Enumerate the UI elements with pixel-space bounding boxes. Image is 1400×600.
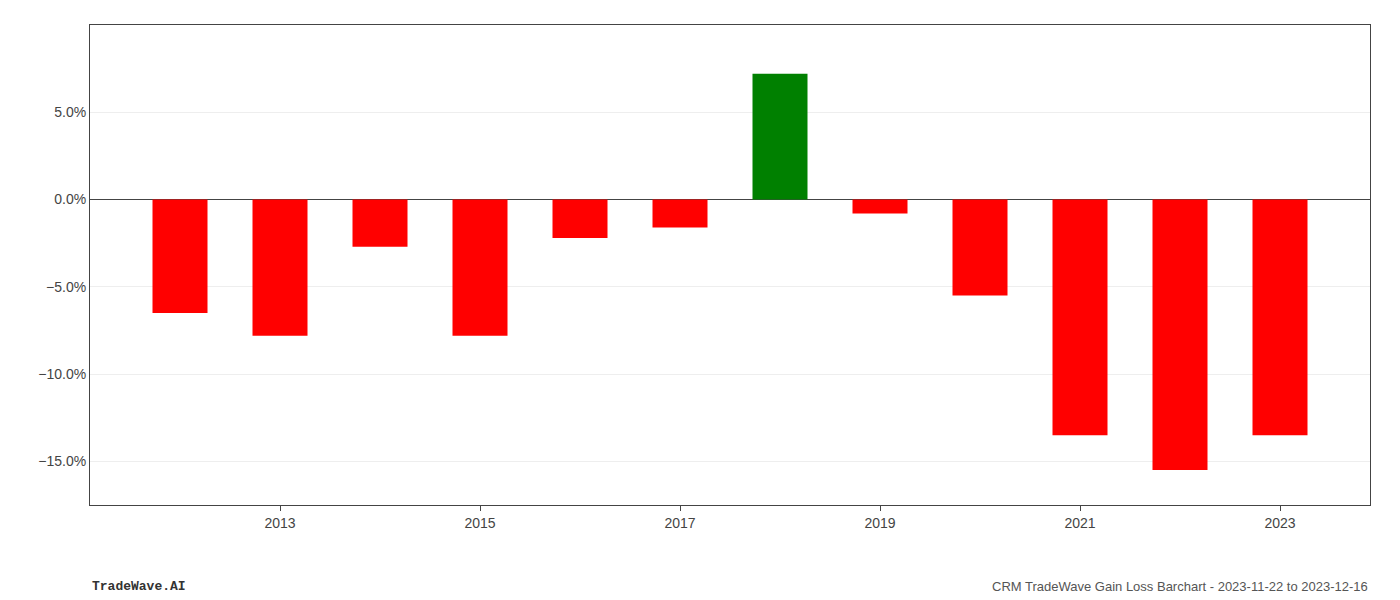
svg-text:−5.0%: −5.0%: [46, 279, 86, 295]
svg-text:5.0%: 5.0%: [54, 104, 86, 120]
svg-text:2017: 2017: [664, 515, 695, 531]
svg-text:−10.0%: −10.0%: [38, 366, 86, 382]
svg-text:2013: 2013: [264, 515, 295, 531]
svg-text:2023: 2023: [1264, 515, 1295, 531]
svg-text:2019: 2019: [864, 515, 895, 531]
svg-text:0.0%: 0.0%: [54, 191, 86, 207]
svg-text:−15.0%: −15.0%: [38, 453, 86, 469]
svg-text:2015: 2015: [464, 515, 495, 531]
svg-text:CRM TradeWave Gain Loss Barcha: CRM TradeWave Gain Loss Barchart - 2023-…: [992, 579, 1368, 594]
svg-text:2021: 2021: [1064, 515, 1095, 531]
svg-text:TradeWave.AI: TradeWave.AI: [92, 579, 186, 594]
